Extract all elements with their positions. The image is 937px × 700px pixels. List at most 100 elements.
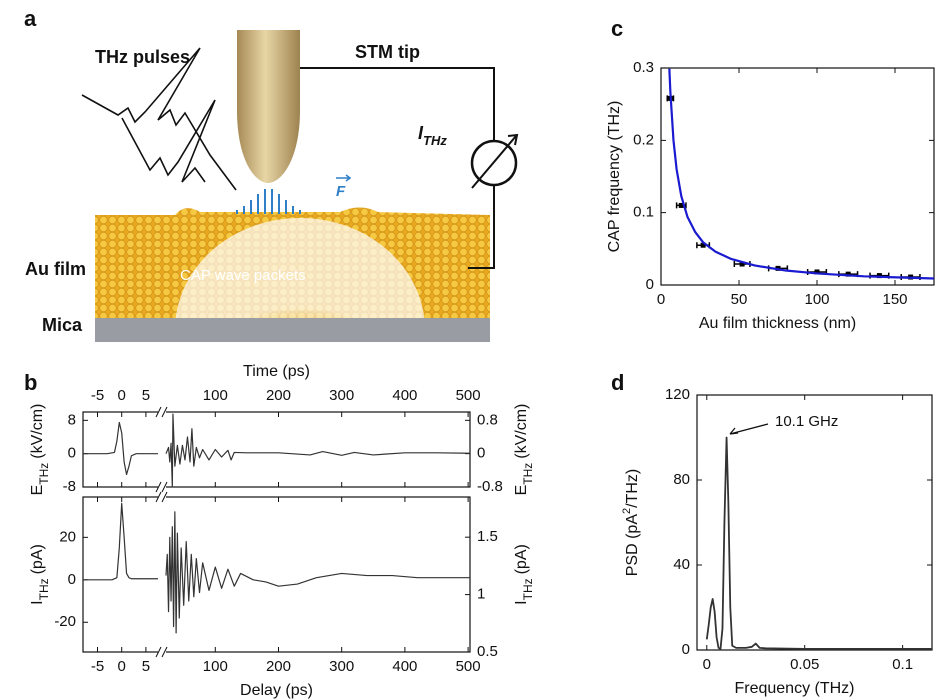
axis-label: ITHz (pA): [513, 544, 535, 605]
x-tick-label: 500: [456, 387, 481, 404]
axis-label: ITHz (pA): [29, 544, 51, 605]
x-tick-label: 200: [266, 658, 291, 675]
axis-label-part: (pA): [29, 544, 46, 574]
annotation: 10.1 GHz: [775, 413, 838, 430]
data-point: [845, 271, 851, 277]
y-tick-label: 0: [68, 445, 76, 462]
ammeter-arrow: [471, 133, 519, 189]
plot-frame: [82, 496, 471, 653]
axis-label-part: THz: [37, 463, 51, 485]
axis-label: CAP frequency (THz): [606, 101, 623, 253]
x-tick-label: 300: [329, 658, 354, 675]
wave-packet: [175, 218, 425, 342]
label: Au film: [25, 259, 86, 279]
x-tick-label: -5: [91, 658, 104, 675]
axis-label-part: 2: [621, 508, 633, 514]
x-tick-label: 5: [142, 387, 150, 404]
y-tick-label: 0.2: [633, 131, 654, 148]
axis-break: [158, 484, 166, 490]
plot-frame: [660, 67, 935, 286]
data-point: [678, 202, 684, 208]
axis-label: Time (ps): [243, 363, 310, 380]
y-tick-label: -8: [63, 478, 76, 495]
y-tick-label: 0: [68, 571, 76, 588]
y-tick-label: 120: [665, 386, 690, 403]
y2-tick-label: -0.8: [477, 478, 503, 495]
axis-break: [158, 649, 166, 655]
data-line: [165, 511, 470, 634]
axis-break: [158, 409, 166, 415]
data-point: [700, 242, 706, 248]
x-tick-label: 500: [456, 658, 481, 675]
label: THz pulses: [95, 47, 190, 67]
label: ITHz: [418, 123, 447, 148]
data-point: [814, 269, 820, 275]
axis-break: [155, 481, 168, 493]
panel-label: d: [611, 370, 624, 395]
axis-label-part: THz: [521, 463, 535, 485]
y2-tick-label: 0.5: [477, 643, 498, 660]
y-tick-label: 0.1: [633, 204, 654, 221]
x-tick-label: 0: [657, 291, 665, 308]
x-tick-label: -5: [91, 387, 104, 404]
x-tick-label: 200: [266, 387, 291, 404]
data-line: [165, 413, 471, 488]
data-line: [83, 421, 158, 476]
mica: [95, 318, 490, 342]
x-tick-label: 0: [703, 656, 711, 673]
x-tick-label: 0: [118, 387, 126, 404]
axis-break: [155, 646, 168, 658]
axis-label-part: E: [513, 485, 530, 496]
axis-label-part: CAP frequency (THz): [606, 101, 623, 253]
axis-break: [158, 494, 166, 500]
x-tick-label: 100: [203, 387, 228, 404]
y-tick-label: 0: [646, 276, 654, 293]
axis-label-part: I: [513, 600, 530, 604]
y2-tick-label: 1: [477, 586, 485, 603]
y2-tick-label: 0: [477, 445, 485, 462]
axis-label: Frequency (THz): [734, 680, 854, 697]
vector-arrow: [336, 174, 352, 182]
label: STM tip: [355, 42, 420, 62]
axis-label-part: I: [29, 600, 46, 604]
axis-label: ETHz (kV/cm): [513, 404, 535, 496]
y-tick-label: 80: [673, 471, 690, 488]
label: Mica: [42, 315, 83, 335]
axis-break: [155, 491, 168, 503]
label: CAP wave packets: [180, 267, 306, 284]
data-line: [668, 68, 935, 280]
axis-label-part: THz: [521, 578, 535, 600]
data-point: [876, 273, 882, 279]
thz-pulse: [121, 99, 216, 183]
label: I: [418, 123, 424, 143]
y-tick-label: 0: [682, 641, 690, 658]
annotation-arrow: [729, 423, 769, 435]
data-point: [739, 261, 745, 267]
label: F: [336, 183, 346, 200]
axis-label-part: /THz): [624, 469, 641, 508]
axis-label-part: (kV/cm): [29, 404, 46, 459]
plot-frame: [82, 411, 471, 488]
plot-frame: [696, 394, 933, 651]
x-tick-label: 100: [804, 291, 829, 308]
axis-break: [155, 406, 168, 418]
axis-label: PSD (pA2/THz): [621, 469, 641, 576]
label: THz: [423, 133, 447, 148]
x-tick-label: 300: [329, 387, 354, 404]
x-tick-label: 0.05: [790, 656, 819, 673]
y-tick-label: 20: [59, 528, 76, 545]
panel-label: c: [611, 16, 623, 41]
field-arrows: [236, 189, 301, 214]
axis-label-part: PSD (pA: [624, 514, 641, 577]
axis-label: ETHz (kV/cm): [29, 404, 51, 496]
y2-tick-label: 0.8: [477, 411, 498, 428]
y-tick-label: 8: [68, 411, 76, 428]
y2-tick-label: 1.5: [477, 528, 498, 545]
x-tick-label: 0.1: [892, 656, 913, 673]
x-tick-label: 5: [142, 658, 150, 675]
x-tick-label: 400: [392, 387, 417, 404]
data-line: [705, 436, 932, 650]
stm-tip: [237, 30, 300, 183]
y-tick-label: 40: [673, 556, 690, 573]
